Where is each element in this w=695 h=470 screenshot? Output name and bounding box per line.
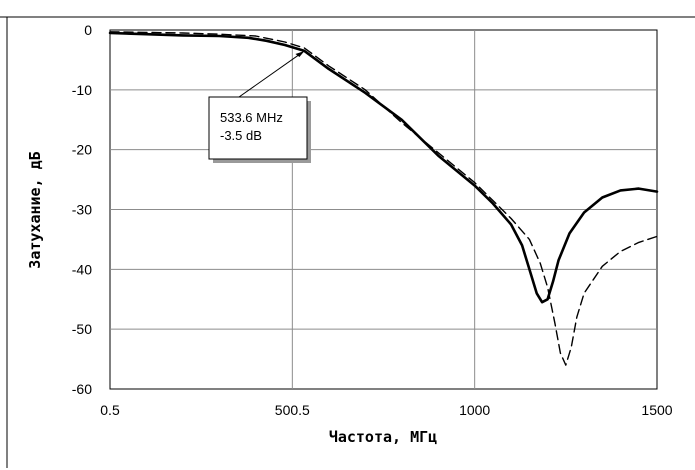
annotation-text: 533.6 MHz [220, 110, 283, 125]
y-tick-label: -40 [72, 261, 92, 277]
y-tick-label: -20 [72, 142, 92, 158]
y-tick-label: -50 [72, 321, 92, 337]
annotation-text: -3.5 dB [220, 128, 262, 143]
y-axis-label: Затухание, дБ [26, 151, 44, 268]
y-tick-label: -10 [72, 82, 92, 98]
x-tick-label: 0.5 [100, 402, 120, 418]
plot-area: 0.5 500.5 1000 1500 0 -10 -20 -30 -40 -50 -60 533.6… [72, 22, 673, 418]
x-tick-label: 500.5 [275, 402, 310, 418]
x-tick-label: 1000 [459, 402, 490, 418]
x-tick-label: 1500 [641, 402, 672, 418]
y-tick-label: 0 [84, 22, 92, 38]
x-axis-label: Частота, МГц [329, 428, 437, 446]
y-tick-label: -60 [72, 381, 92, 397]
y-tick-label: -30 [72, 202, 92, 218]
